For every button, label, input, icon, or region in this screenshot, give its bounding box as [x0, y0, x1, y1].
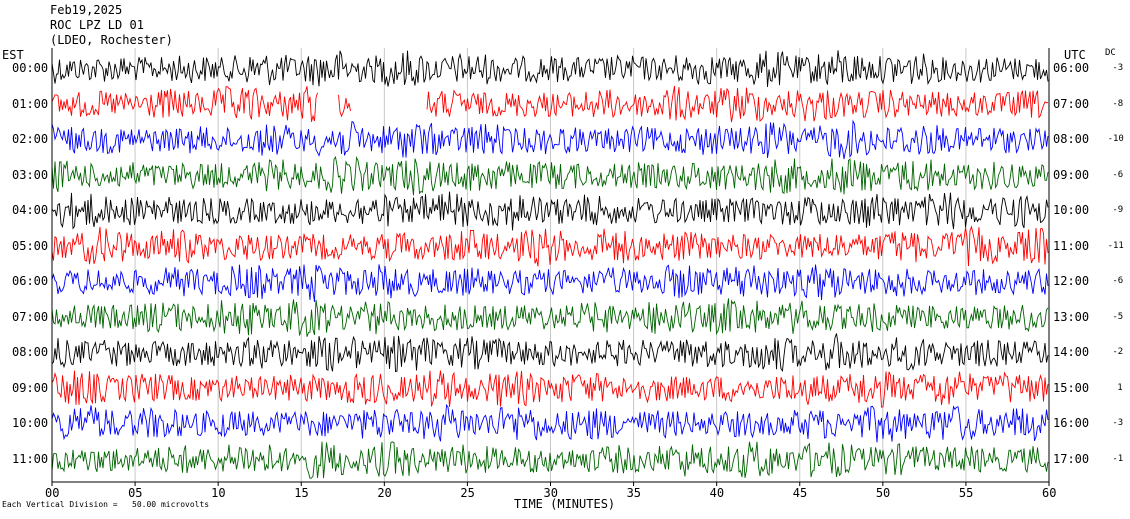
grid-lines	[134, 48, 967, 482]
station-label: ROC LPZ LD 01	[50, 18, 144, 32]
utc-hour-label: 07:00	[1053, 96, 1090, 111]
dc-offset-label: 1	[1117, 382, 1123, 393]
dc-offset-label: -5	[1112, 311, 1124, 322]
dc-offset-label: -11	[1107, 240, 1124, 251]
est-hour-label: 09:00	[12, 380, 49, 395]
est-hour-label: 00:00	[12, 61, 49, 75]
trace-line-0900	[51, 370, 1049, 408]
est-hour-label: 10:00	[12, 416, 49, 430]
dc-offset-label: -1	[1112, 453, 1124, 464]
dc-offset-label: -6	[1112, 169, 1124, 180]
date-label: Feb19,2025	[50, 3, 123, 17]
utc-hour-label: 12:00	[1053, 274, 1090, 288]
x-tick-label: 10	[211, 486, 226, 500]
est-hour-label: 03:00	[12, 167, 49, 182]
trace-row-0700	[51, 298, 1049, 337]
seismic-traces	[51, 50, 1049, 479]
location-label: (LDEO, Rochester)	[50, 33, 173, 47]
dc-offset-label: -10	[1107, 134, 1124, 144]
trace-line-0000	[51, 50, 1049, 87]
trace-row-0900	[51, 370, 1049, 408]
dc-offset-label: -8	[1112, 98, 1124, 109]
x-tick-label: 00	[45, 486, 60, 500]
trace-line-1000	[51, 403, 1049, 443]
utc-hour-label: 16:00	[1053, 416, 1090, 430]
trace-row-0800	[51, 333, 1049, 373]
x-tick-label: 55	[958, 486, 974, 500]
plot-header: Feb19,2025 ROC LPZ LD 01 (LDEO, Rocheste…	[50, 3, 173, 48]
utc-hour-label: 11:00	[1053, 238, 1090, 253]
dc-offset-label: -3	[1112, 63, 1124, 73]
trace-line-0100	[51, 85, 1049, 123]
trace-line-1100	[51, 441, 1049, 479]
x-tick-label: 50	[875, 486, 891, 500]
utc-hour-label: 14:00	[1053, 345, 1090, 359]
utc-hour-label: 06:00	[1053, 61, 1090, 75]
dc-offset-label: -6	[1112, 276, 1124, 286]
utc-hour-label: 13:00	[1053, 309, 1090, 324]
trace-row-0100	[51, 85, 1049, 123]
trace-row-1100	[51, 441, 1049, 479]
plot-axes	[51, 48, 1050, 486]
est-timezone-label: EST	[2, 48, 24, 62]
dc-heading: DC	[1105, 48, 1116, 58]
x-axis-title: TIME (MINUTES)	[514, 497, 616, 511]
trace-row-0300	[51, 155, 1049, 196]
est-hour-label: 04:00	[12, 203, 49, 217]
x-tick-label: 15	[294, 486, 309, 500]
x-tick-label: 20	[377, 486, 392, 500]
scale-footnote: Each Vertical Division = 50.00 microvolt…	[2, 500, 210, 509]
utc-hour-label: 10:00	[1053, 203, 1090, 217]
utc-hour-label: 09:00	[1053, 167, 1090, 182]
x-tick-label: 05	[128, 486, 143, 500]
trace-row-0200	[51, 119, 1049, 160]
dc-offset-label: -3	[1112, 418, 1124, 428]
utc-timezone-label: UTC	[1064, 48, 1086, 62]
est-hour-label: 11:00	[12, 451, 49, 466]
dc-offset-label: -9	[1112, 205, 1124, 215]
est-hour-label: 01:00	[12, 96, 49, 111]
x-tick-label: 40	[709, 486, 725, 500]
utc-hour-label: 15:00	[1053, 380, 1090, 395]
utc-hour-label: 17:00	[1053, 451, 1090, 466]
trace-line-0400	[51, 191, 1049, 231]
x-tick-label: 35	[626, 486, 642, 500]
x-tick-label: 30	[543, 486, 558, 500]
x-tick-label: 45	[792, 486, 808, 500]
x-tick-label: 25	[460, 486, 475, 500]
trace-row-1000	[51, 403, 1049, 443]
est-hour-label: 02:00	[12, 132, 49, 146]
est-hour-label: 08:00	[12, 345, 49, 359]
dc-offset-label: -2	[1112, 347, 1124, 357]
est-hour-label: 05:00	[12, 238, 49, 253]
trace-line-0600	[51, 264, 1049, 302]
est-hour-label: 06:00	[12, 274, 49, 288]
trace-line-0200	[51, 119, 1049, 160]
trace-line-0700	[51, 298, 1049, 337]
trace-row-0400	[51, 191, 1049, 231]
trace-line-0800	[51, 333, 1049, 373]
x-tick-label: 60	[1042, 486, 1057, 500]
trace-row-0000	[51, 50, 1049, 87]
utc-hour-label: 08:00	[1053, 132, 1090, 146]
trace-row-0600	[51, 264, 1049, 302]
trace-line-0300	[51, 155, 1049, 196]
trace-row-0500	[51, 225, 1049, 267]
trace-line-0500	[51, 225, 1049, 267]
est-hour-label: 07:00	[12, 309, 49, 324]
